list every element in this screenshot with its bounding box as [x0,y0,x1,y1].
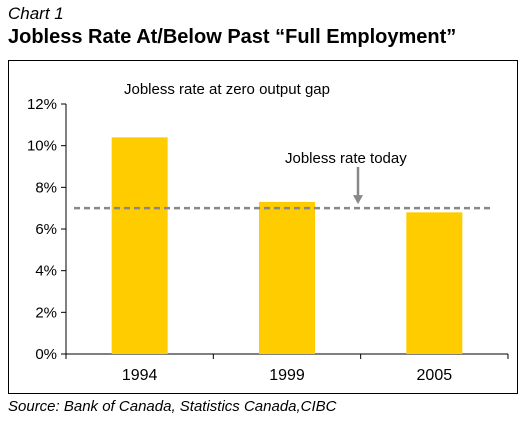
chart-area: 0% 2% 4% 6% 8% 10% 12% 1994 1999 2005 Jobless ra… [8,60,518,394]
chart-title: Jobless Rate At/Below Past “Full Employm… [8,26,457,48]
y-axis: 0% 2% 4% 6% 8% 10% 12% [27,96,67,363]
bars [111,137,463,354]
x-tick-label: 2005 [417,367,453,384]
chart-frame [8,60,518,394]
x-tick-label: 1999 [269,367,305,384]
y-tick-label: 0% [35,346,57,363]
bar-1994 [111,137,168,354]
y-tick-label: 4% [35,263,57,280]
y-tick-label: 10% [27,138,57,155]
line-annotation-label: Jobless rate today [285,150,407,167]
y-tick-label: 2% [35,304,57,321]
y-tick-label: 12% [27,96,57,113]
bar-2005 [406,212,463,354]
annotation-arrow [353,167,363,205]
bar-1999 [259,201,315,354]
x-tick-label: 1994 [122,367,158,384]
x-axis: 1994 1999 2005 [65,353,509,384]
chart-source: Source: Bank of Canada, Statistics Canad… [8,398,337,415]
bars-annotation-label: Jobless rate at zero output gap [124,81,330,98]
chart-kicker: Chart 1 [8,4,64,23]
y-tick-label: 6% [35,221,57,238]
y-tick-label: 8% [35,179,57,196]
